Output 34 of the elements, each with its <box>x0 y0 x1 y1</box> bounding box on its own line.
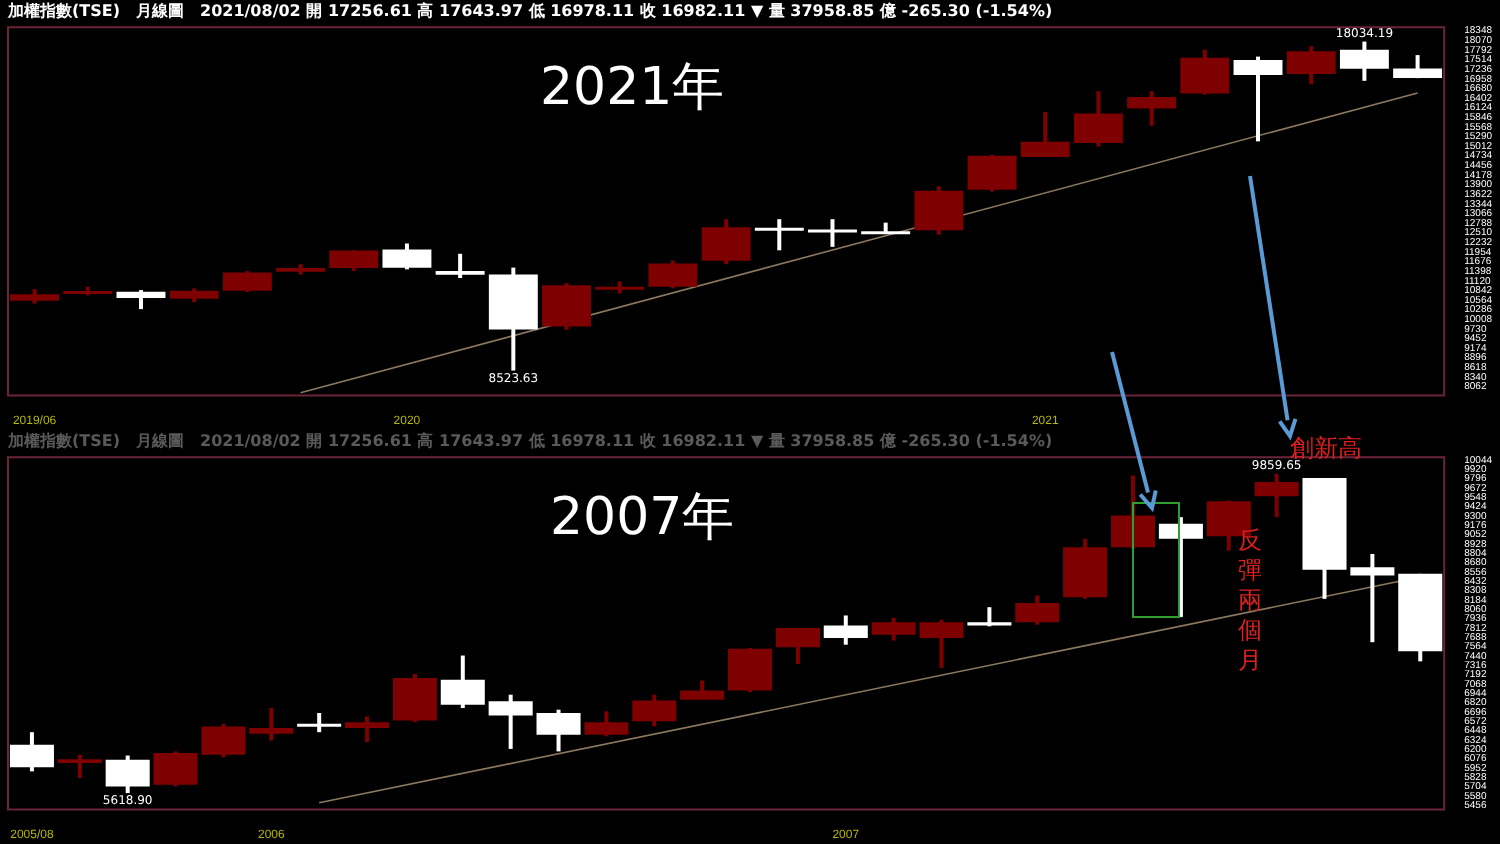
candlestick <box>249 706 294 743</box>
candlestick <box>105 753 150 796</box>
candlestick <box>345 714 390 745</box>
candlestick <box>57 752 102 780</box>
candlestick <box>9 730 54 774</box>
candlestick <box>967 605 1012 629</box>
chart-title: 加權指數(TSE) 月線圖 2021/08/02 開 17256.61 高 17643.97 低 16978.11 收 16982.11 ▼ 量 37958.85 億 -265.30 (-1.54%) <box>6 429 1053 450</box>
candlestick <box>392 671 437 725</box>
candlestick <box>440 653 485 711</box>
candlestick <box>754 217 804 253</box>
candlestick <box>1158 515 1203 620</box>
candlestick <box>1127 89 1177 128</box>
candlestick <box>808 217 857 249</box>
candlestick <box>1254 471 1299 520</box>
candlestick <box>919 617 964 671</box>
annotation: 創新高 <box>1290 434 1362 462</box>
chart-title: 加權指數(TSE) 月線圖 2021/08/02 開 17256.61 高 17643.97 低 16978.11 收 16982.11 ▼ 量 37958.85 億 -265.30 (-1.54%) <box>6 0 1053 20</box>
candlestick <box>823 613 868 647</box>
candlestick <box>584 709 629 739</box>
candlestick <box>775 625 820 666</box>
annotation: 2007年 <box>550 486 735 551</box>
candlestick <box>536 707 581 754</box>
candlestick <box>116 288 166 312</box>
candlestick <box>728 646 773 695</box>
candlestick <box>871 615 916 643</box>
candlestick <box>488 692 533 751</box>
annotation: 2021年 <box>540 56 725 121</box>
annotation: 反彈兩個月 <box>1238 526 1264 676</box>
candlestick <box>680 678 725 702</box>
candlestick <box>1015 593 1060 627</box>
candlestick <box>1233 54 1283 144</box>
candlestick <box>632 692 677 729</box>
candlestick <box>297 710 342 735</box>
candlestick <box>435 251 485 280</box>
